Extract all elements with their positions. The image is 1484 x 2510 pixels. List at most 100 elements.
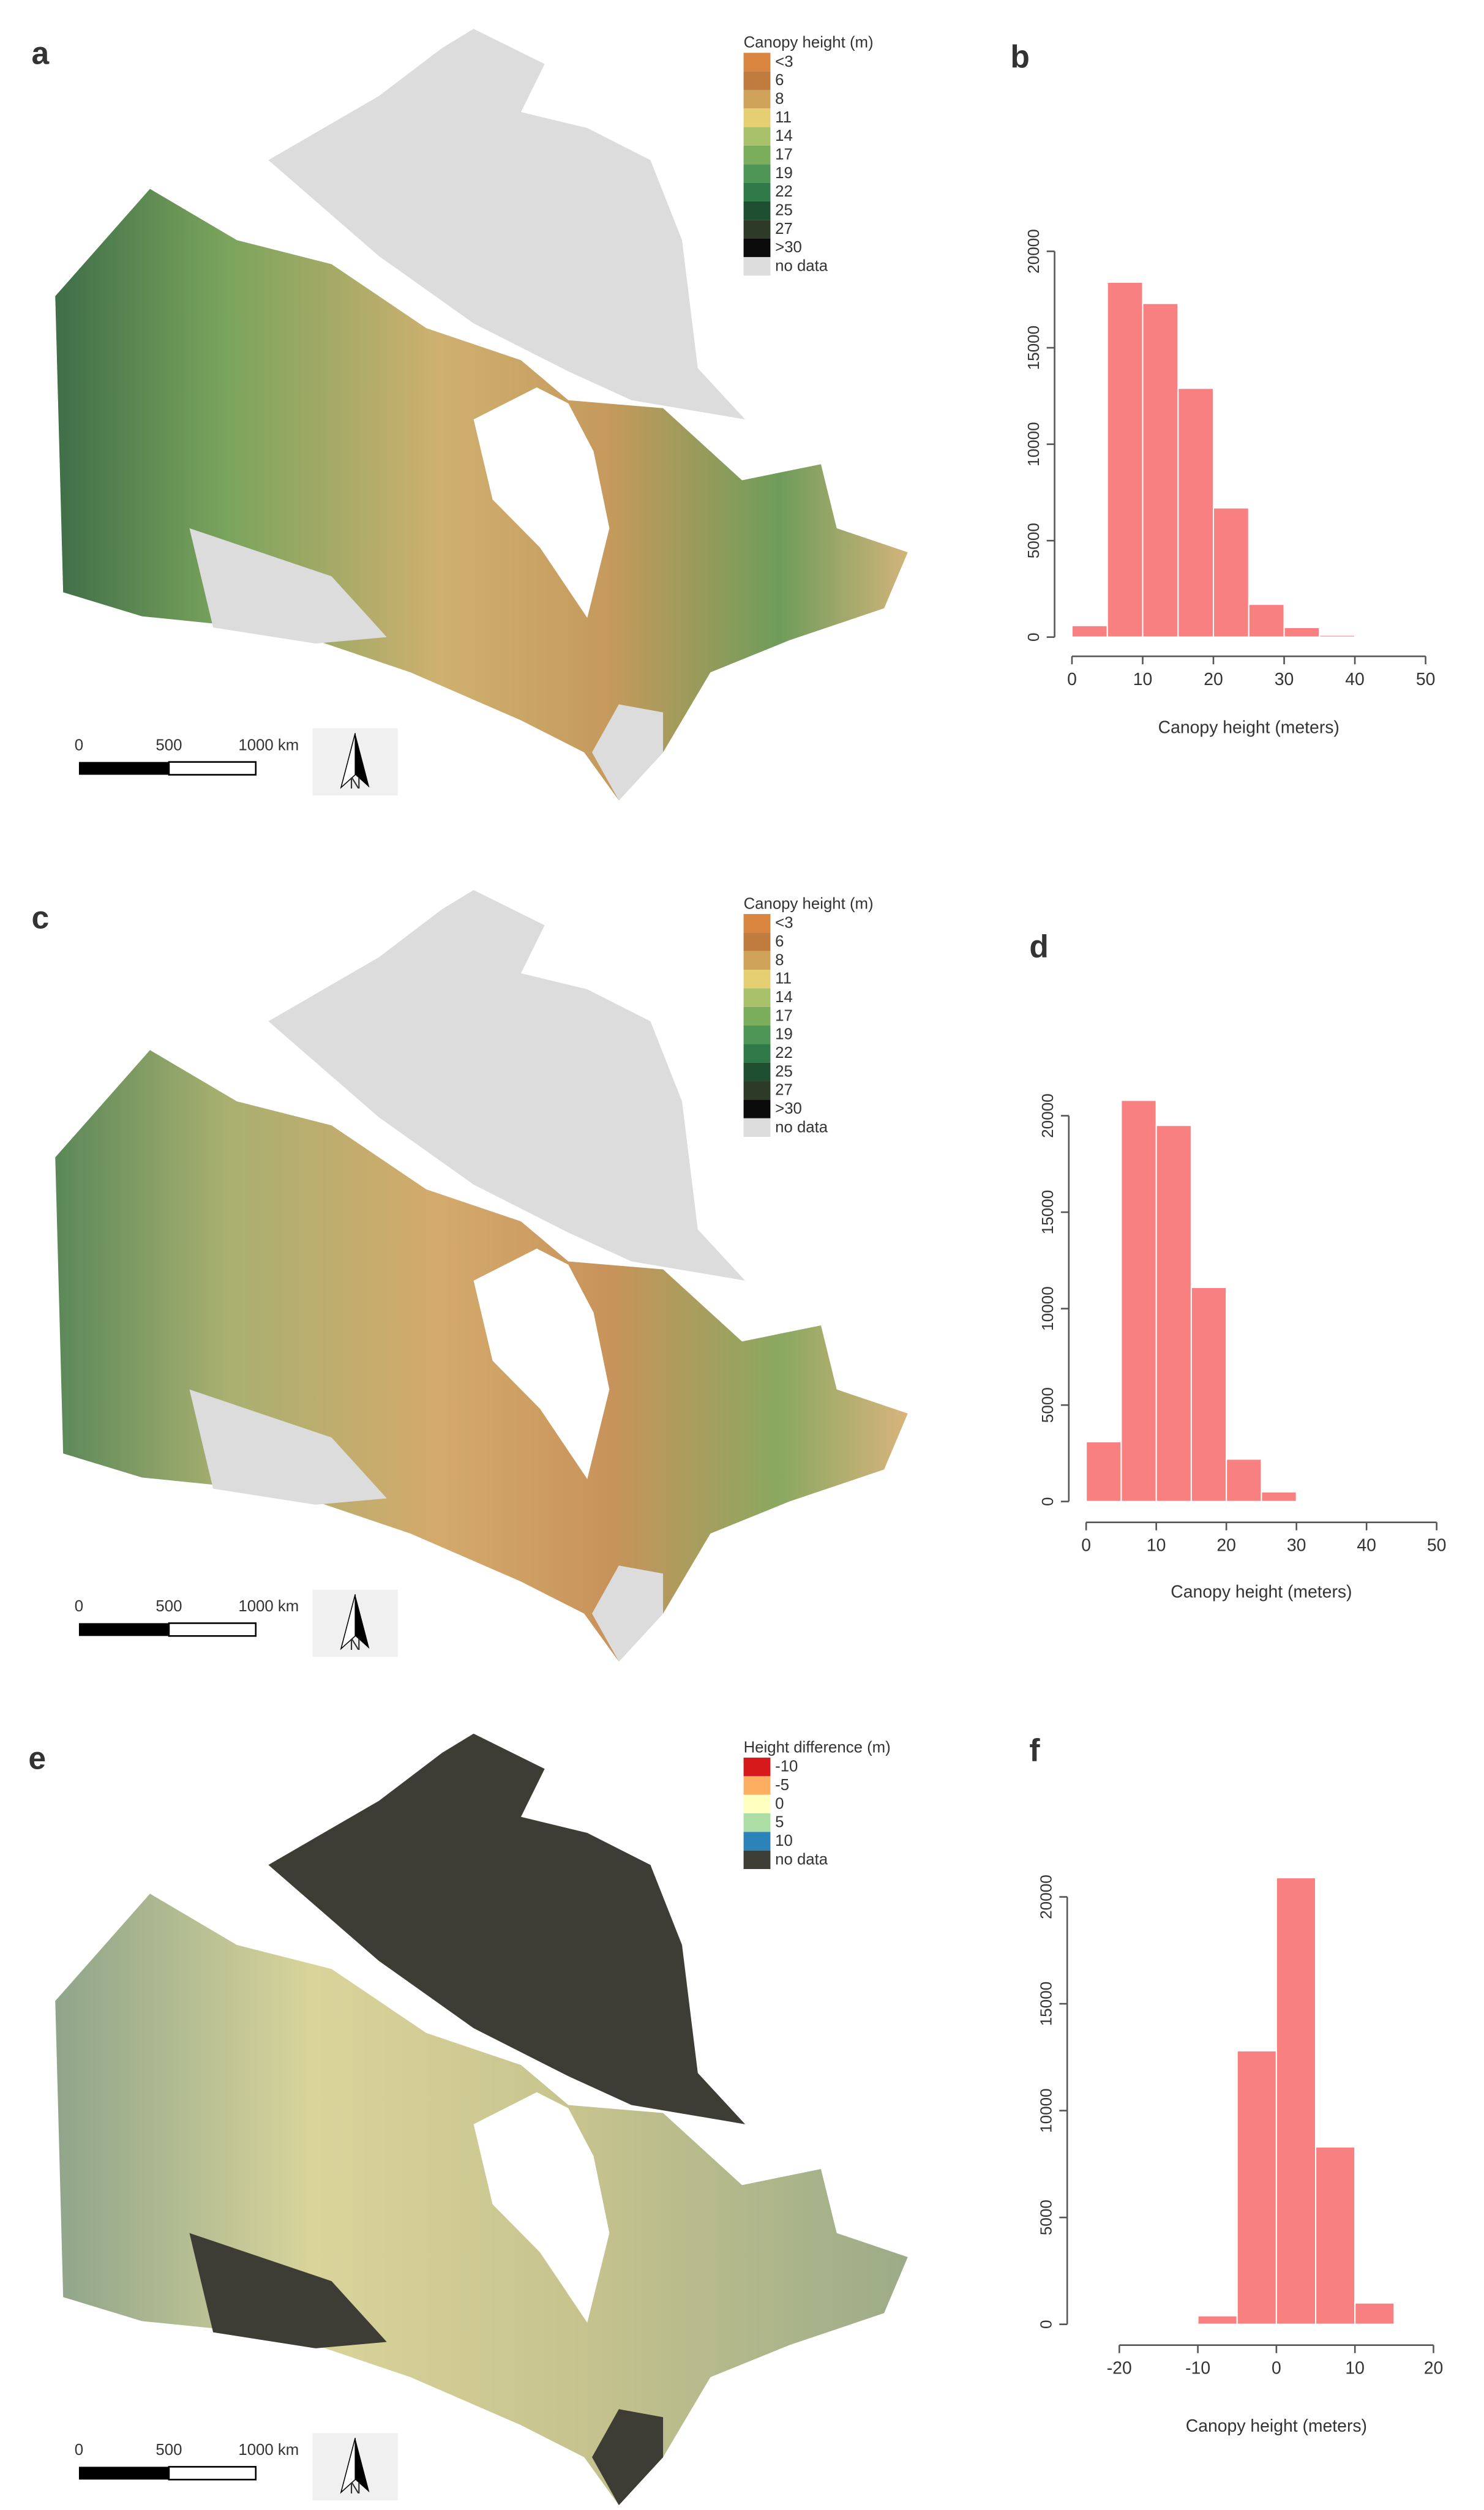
x-tick-label: 10 (1345, 2359, 1365, 2378)
bar (1212, 507, 1250, 638)
x-axis-label: Canopy height (meters) (1171, 1582, 1352, 1602)
legend-swatch (743, 988, 771, 1007)
legend-swatch (743, 53, 771, 72)
x-tick-label: 30 (1275, 670, 1294, 689)
x-tick-label: 20 (1204, 670, 1223, 689)
north-arrow-left (340, 2438, 356, 2494)
panel-letter: a (32, 36, 50, 71)
legend-label: 0 (775, 1794, 784, 1812)
hudson-bay (473, 387, 610, 618)
legend-label: >30 (775, 238, 802, 256)
north-arrow (355, 2438, 370, 2493)
scale-label: 1000 km (238, 2440, 299, 2459)
bar (1197, 2315, 1238, 2325)
legend-swatch (743, 201, 771, 220)
panel-letter: c (32, 900, 50, 935)
map-mainland (55, 1894, 908, 2506)
map-south (592, 2409, 664, 2506)
bar (1085, 1440, 1122, 1502)
legend-swatch (743, 127, 771, 146)
legend-swatch (743, 1081, 771, 1100)
scale-bar-white (168, 2466, 257, 2481)
legend-label: >30 (775, 1099, 802, 1117)
legend-label: 11 (775, 108, 792, 126)
bar (1319, 634, 1356, 638)
x-tick-label: 0 (1067, 670, 1077, 689)
y-tick-label: 5000 (1024, 523, 1043, 558)
scale-label: 500 (156, 1597, 182, 1615)
legend-label: 10 (775, 1831, 793, 1849)
x-axis-label: Canopy height (meters) (1158, 717, 1340, 737)
y-tick-label: 15000 (1037, 1982, 1055, 2026)
legend-title: Height difference (m) (744, 1737, 891, 1756)
legend-label: 6 (775, 70, 784, 89)
map-islands (268, 890, 746, 1281)
y-tick-label: 5000 (1037, 2200, 1055, 2235)
x-tick-label: 10 (1147, 1536, 1166, 1556)
legend-label: 25 (775, 200, 793, 219)
x-tick-label: 40 (1357, 1536, 1376, 1556)
bar (1142, 302, 1179, 638)
legend-swatch (743, 145, 771, 165)
y-tick-label: 20000 (1037, 1875, 1055, 1919)
map-mainland (55, 1050, 908, 1662)
legend-swatch (743, 1044, 771, 1063)
legend-swatch (743, 71, 771, 90)
x-tick-label: 30 (1287, 1536, 1306, 1556)
x-tick-label: 50 (1427, 1536, 1447, 1556)
legend-swatch (743, 1850, 771, 1870)
legend-swatch (743, 914, 771, 933)
y-tick-label: 10000 (1038, 1286, 1057, 1331)
panel-letter: d (1029, 929, 1048, 964)
scale-label: 0 (75, 2440, 83, 2459)
legend-label: 14 (775, 126, 793, 144)
panel-letter: f (1029, 1733, 1040, 1768)
north-label: N (350, 774, 361, 792)
x-tick-label: 40 (1345, 670, 1365, 689)
scale-bar-black (78, 762, 169, 775)
bar (1071, 624, 1108, 638)
north-label: N (350, 2479, 361, 2497)
bar (1177, 388, 1215, 638)
legend-swatch (743, 1758, 771, 1777)
scale-label: 500 (156, 735, 182, 754)
y-tick-label: 10000 (1024, 422, 1043, 466)
legend-label: 25 (775, 1062, 793, 1080)
legend-swatch (743, 951, 771, 970)
legend-swatch (743, 1100, 771, 1118)
bar (1248, 604, 1285, 638)
legend-swatch (743, 89, 771, 109)
hudson-bay (473, 2092, 610, 2323)
north-label: N (350, 1635, 361, 1654)
scale-bar-white (168, 1622, 257, 1637)
bar (1275, 1877, 1317, 2325)
hudson-bay (473, 1248, 610, 1480)
map-blank (189, 528, 387, 644)
legend-label: 8 (775, 89, 784, 107)
x-tick-label: -10 (1185, 2359, 1210, 2378)
scale-label: 0 (75, 735, 83, 754)
legend-label: no data (775, 1117, 828, 1136)
legend-swatch (743, 1118, 771, 1137)
scale-bar-white (168, 761, 257, 776)
x-tick-label: 0 (1272, 2359, 1281, 2378)
bar (1226, 1458, 1262, 1502)
legend-label: no data (775, 256, 828, 274)
legend-label: <3 (775, 52, 793, 70)
x-tick-label: 20 (1424, 2359, 1444, 2378)
legend-label: -10 (775, 1756, 798, 1775)
legend-label: 17 (775, 1006, 793, 1024)
map-islands (268, 29, 746, 420)
x-tick-label: 50 (1416, 670, 1436, 689)
bar (1190, 1286, 1227, 1502)
legend-swatch (743, 1794, 771, 1814)
map-south (592, 704, 664, 801)
legend-label: 5 (775, 1812, 784, 1830)
scale-bar-black (78, 1623, 169, 1636)
map (55, 890, 908, 1662)
x-axis-label: Canopy height (meters) (1186, 2416, 1367, 2436)
legend-swatch (743, 970, 771, 989)
map (55, 29, 908, 801)
legend-swatch (743, 1025, 771, 1044)
